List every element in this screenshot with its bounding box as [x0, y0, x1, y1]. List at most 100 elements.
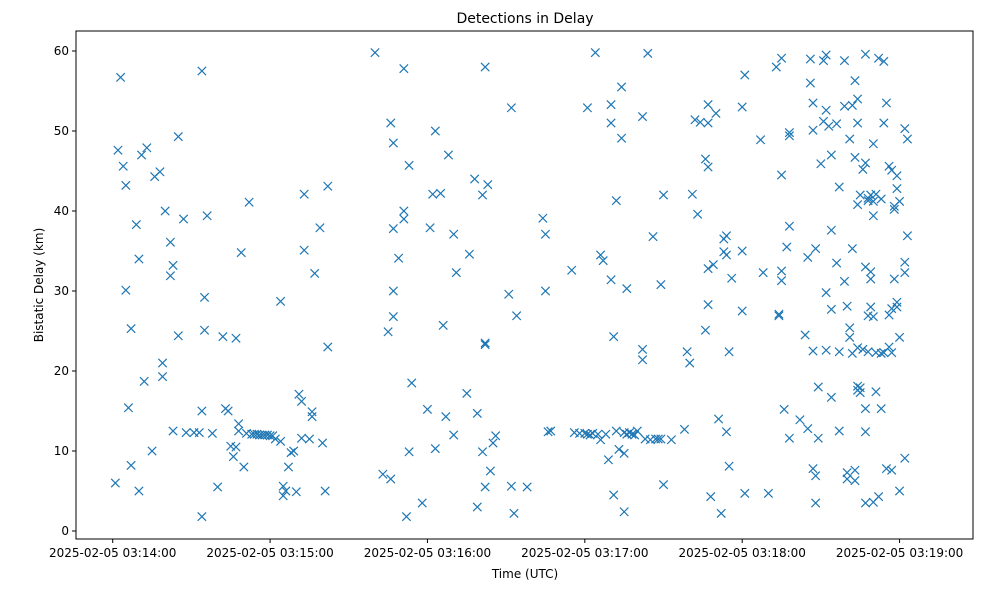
data-point [721, 427, 732, 437]
x-tick-label: 2025-02-05 03:17:00 [521, 546, 648, 560]
data-point [811, 243, 821, 254]
data-point [803, 423, 813, 434]
data-point [682, 347, 692, 357]
data-point [585, 430, 595, 440]
data-point [480, 339, 490, 350]
data-point [606, 118, 616, 128]
data-point [407, 378, 417, 388]
data-point [690, 115, 700, 125]
data-point [157, 371, 168, 382]
data-point [811, 498, 821, 508]
data-point [763, 488, 774, 499]
data-point [142, 143, 152, 153]
x-axis: 2025-02-05 03:14:00 2025-02-05 03:15:00 20… [49, 539, 963, 560]
data-point [213, 482, 223, 492]
data-point [800, 330, 810, 340]
data-point [401, 511, 412, 522]
data-point [902, 134, 913, 144]
data-point [679, 424, 690, 435]
data-point [160, 206, 170, 216]
data-point [737, 102, 747, 112]
data-point [774, 311, 784, 321]
data-point [480, 338, 490, 348]
data-point [795, 415, 805, 425]
data-point [847, 243, 857, 254]
data-point [881, 98, 892, 108]
data-point [239, 462, 249, 472]
data-point [281, 486, 291, 496]
data-point [399, 214, 409, 224]
data-point [887, 303, 897, 314]
data-point [299, 245, 309, 255]
data-point [118, 161, 128, 171]
data-point [168, 260, 178, 271]
data-point [399, 63, 409, 74]
data-point [168, 426, 178, 436]
data-point [658, 479, 669, 490]
data-point [546, 426, 556, 436]
data-point [871, 387, 881, 397]
data-point [199, 325, 210, 335]
data-point [724, 347, 734, 357]
data-point [826, 304, 836, 315]
data-point [464, 249, 475, 259]
data-point [611, 426, 621, 436]
data-point [855, 190, 865, 200]
data-point [839, 101, 850, 111]
data-point [165, 271, 176, 281]
data-point [821, 345, 831, 355]
data-point [866, 267, 876, 277]
data-point [320, 486, 330, 496]
data-point [637, 111, 648, 122]
data-point [603, 455, 614, 465]
data-point [228, 451, 238, 462]
data-point [879, 118, 889, 128]
data-point [123, 403, 134, 413]
data-point [480, 62, 490, 72]
data-point [703, 263, 713, 274]
data-point [491, 431, 501, 441]
data-point [283, 462, 294, 472]
data-point [900, 267, 910, 278]
data-point [860, 427, 871, 437]
data-point [323, 181, 333, 191]
data-point [265, 431, 275, 441]
data-point [666, 435, 677, 445]
chart-title: Detections in Delay [456, 11, 593, 27]
data-point [310, 268, 320, 279]
data-point [716, 508, 726, 519]
data-point [609, 331, 619, 342]
data-point [818, 55, 829, 66]
data-point [388, 138, 398, 148]
data-point [616, 82, 627, 92]
data-point [451, 267, 461, 278]
data-point [637, 355, 648, 365]
data-point [834, 182, 844, 192]
data-point [868, 196, 878, 207]
data-point [121, 285, 131, 295]
y-tick-label: 0 [61, 524, 69, 538]
data-point [307, 411, 317, 422]
data-point [630, 430, 640, 440]
data-point [430, 443, 440, 454]
data-point [622, 283, 632, 294]
data-point [700, 325, 711, 335]
data-point [383, 327, 393, 337]
y-axis: 0 10 20 30 40 50 60 [54, 44, 76, 538]
data-point [821, 50, 831, 60]
data-point [136, 150, 147, 160]
data-point [776, 53, 787, 63]
data-point [609, 490, 619, 500]
data-point [378, 469, 388, 479]
data-point [700, 154, 711, 164]
data-point [404, 160, 414, 171]
data-point [540, 286, 551, 296]
data-point [488, 438, 498, 448]
data-point [131, 219, 141, 230]
data-point [580, 428, 590, 439]
data-point [727, 273, 737, 283]
data-point [755, 135, 766, 145]
data-point [850, 475, 860, 486]
data-point [834, 347, 844, 357]
y-tick-label: 50 [54, 124, 69, 138]
